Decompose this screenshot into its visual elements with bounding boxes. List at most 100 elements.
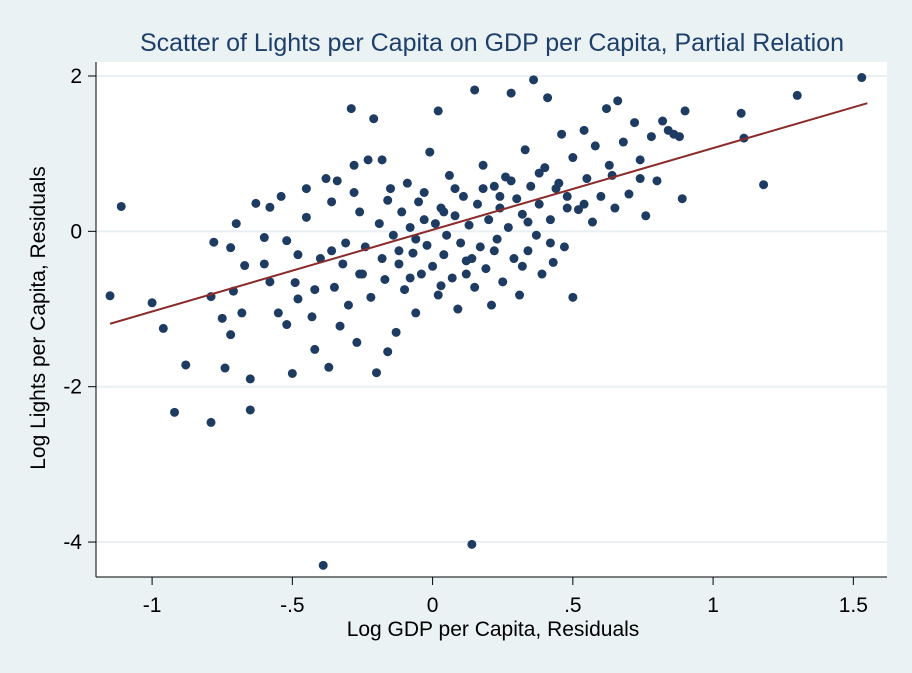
data-point [562,203,572,213]
data-point [430,219,440,229]
data-point [596,191,606,201]
y-axis-label: Log Lights per Capita, Residuals [27,166,50,470]
chart-title: Scatter of Lights per Capita on GDP per … [140,29,844,57]
data-point [792,90,802,100]
data-point [251,198,261,208]
data-point [517,261,527,271]
data-point [422,240,432,250]
data-point [293,294,303,304]
data-point [105,291,115,301]
data-point [641,211,651,221]
data-point [433,290,443,300]
data-point [276,191,286,201]
data-point [759,180,769,190]
data-point [327,197,337,207]
data-point [259,233,269,243]
data-point [436,281,446,291]
data-point [658,116,668,126]
data-point [371,368,381,378]
data-point [349,187,359,197]
data-point [301,212,311,222]
data-point [467,254,477,264]
data-point [478,184,488,194]
data-point [680,106,690,116]
data-point [341,238,351,248]
data-point [414,197,424,207]
data-point [495,191,505,201]
data-point [520,145,530,155]
data-points [105,73,867,570]
data-point [444,170,454,180]
data-point [170,407,180,417]
x-tick-label: 1 [707,594,719,617]
data-point [579,199,589,209]
data-point [116,201,126,211]
data-point [259,259,269,269]
data-point [240,261,250,271]
data-point [315,254,325,264]
data-point [226,330,236,340]
data-point [346,104,356,114]
data-point [402,178,412,188]
data-point [425,147,435,157]
data-point [439,250,449,260]
data-point [439,207,449,217]
data-point [467,539,477,549]
data-point [355,269,365,279]
data-point [582,174,592,184]
data-point [487,300,496,310]
fit-line-group [109,102,868,325]
data-point [335,321,345,331]
data-point [857,73,867,83]
axes: 2 0 -2 -4 -1 -.5 0 .5 1 1.5 [63,62,887,617]
data-point [610,203,620,213]
data-point [377,254,387,264]
data-point [472,199,482,209]
data-point [562,191,572,201]
data-point [590,141,600,151]
data-point [408,248,418,258]
data-point [461,269,471,279]
data-point [506,88,516,98]
data-point [301,184,311,194]
data-point [265,277,275,287]
data-point [338,259,348,269]
y-tick-label: 2 [70,65,82,88]
data-point [391,327,401,337]
data-point [237,308,247,318]
data-point [602,104,612,114]
data-point [464,220,474,230]
data-point [503,222,513,232]
data-point [523,246,533,256]
data-point [366,292,376,302]
x-tick-label: .5 [564,594,582,617]
data-point [545,215,555,225]
data-point [450,211,460,221]
data-point [158,323,168,333]
y-tick-label: -2 [63,376,82,399]
data-point [293,250,303,260]
data-point [456,238,466,248]
data-point [245,374,255,384]
data-point [332,176,342,186]
plot-area [96,62,887,577]
data-point [374,219,384,229]
data-point [290,278,300,288]
data-point [447,273,457,283]
data-point [380,274,390,284]
data-point [217,313,227,323]
data-point [545,238,555,248]
data-point [442,230,452,240]
data-point [646,132,656,142]
data-point [329,282,339,292]
data-point [677,194,687,204]
data-point [397,207,407,217]
data-point [489,246,499,256]
data-point [470,85,480,95]
data-point [363,155,373,165]
data-point [523,217,533,227]
data-point [543,93,553,103]
fit-line [109,102,868,325]
data-point [428,261,438,271]
